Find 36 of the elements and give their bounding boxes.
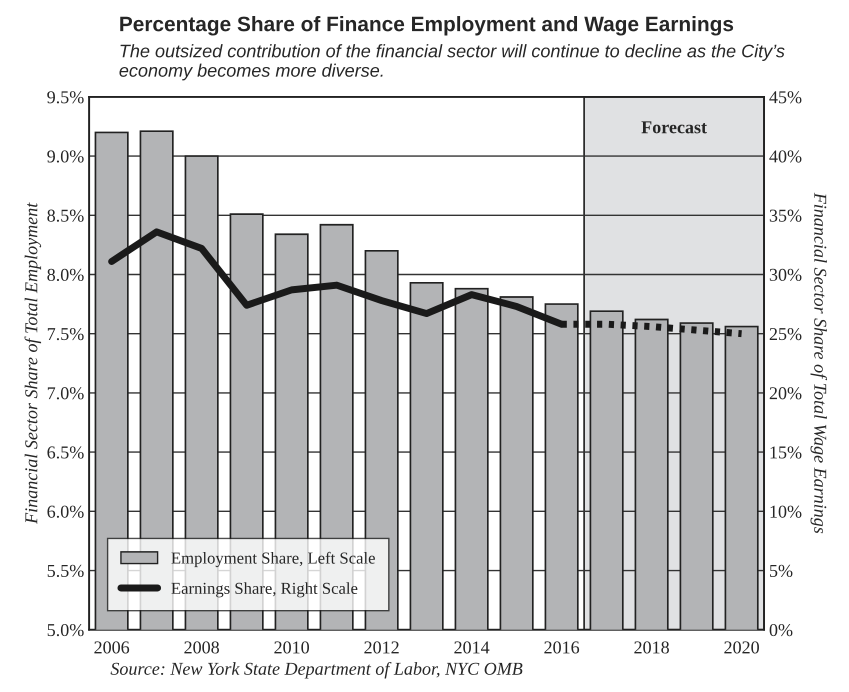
y-tick-label: 8.0% [47, 268, 84, 282]
y2-tick-label: 10% [770, 506, 802, 518]
y-tick-label: 9.0% [47, 150, 84, 163]
y-tick-label: 5.5% [48, 564, 84, 578]
y-tick-label: 6.0% [47, 506, 84, 518]
y-axis-title: Financial Sector Share of Total Employment [24, 202, 42, 524]
y2-tick-label: 35% [770, 210, 802, 222]
y2-tick-label: 40% [769, 150, 802, 163]
y-tick-label: 9.5% [47, 91, 84, 104]
x-tick-label: 2016 [544, 641, 580, 654]
x-tick-label: 2010 [274, 641, 309, 654]
y-tick-label: 5.0% [48, 624, 84, 636]
y2-tick-label: 25% [770, 328, 802, 340]
x-tick-label: 2014 [454, 641, 490, 654]
y2-tick-label: 30% [770, 268, 802, 281]
legend-label: Employment Share, Left Scale [171, 552, 375, 568]
y2-tick-label: 5% [770, 564, 792, 578]
y2-tick-label: 0% [770, 624, 792, 636]
legend-label: Earnings Share, Right Scale [171, 582, 358, 598]
y2-tick-label: 20% [770, 387, 802, 400]
chart-subtitle: The outsized contribution of the financial sector will continue to decline as the City’s economy becomes more diverse. [119, 44, 785, 80]
source-note: Source: New York State Department of Labor, NYC OMB [110, 662, 522, 679]
x-tick-label: 2006 [94, 641, 130, 654]
y-tick-label: 7.5% [48, 328, 84, 340]
x-tick-label: 2008 [184, 641, 220, 654]
chart-title: Percentage Share of Finance Employment and Wage Earnings [120, 16, 734, 36]
y2-tick-label: 45% [769, 91, 802, 104]
y-tick-label: 8.5% [47, 210, 84, 222]
x-tick-label: 2020 [724, 641, 759, 654]
y-tick-label: 7.0% [48, 387, 84, 400]
y-tick-label: 6.5% [47, 446, 84, 459]
x-tick-label: 2018 [634, 641, 669, 654]
x-tick-label: 2012 [364, 641, 399, 654]
y2-axis-title: Financial Sector Share of Total Wage Earnings [810, 192, 828, 534]
y2-tick-label: 15% [770, 446, 802, 459]
band-label: Forecast [641, 121, 707, 134]
